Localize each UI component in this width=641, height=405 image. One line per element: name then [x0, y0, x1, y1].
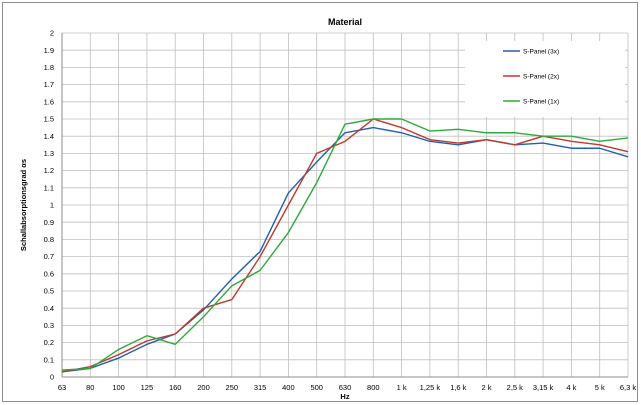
legend-box [465, 41, 625, 117]
x-tick-label: 2,5 k [507, 383, 524, 392]
y-axis-label: Schallabsorptionsgrad αs [19, 159, 28, 251]
x-tick-label: 63 [58, 383, 66, 392]
x-tick-label: 1 k [397, 383, 407, 392]
series-lines [61, 118, 629, 373]
y-tick-label: 0.2 [44, 338, 54, 347]
y-tick-label: 1.1 [44, 183, 54, 192]
legend-label-2: S-Panel (2x) [523, 73, 559, 80]
y-tick-label: 0.3 [44, 321, 54, 330]
x-tick-labels: 63 80 100 125 160 200 250 315 400 500 630 800 1 k 1,2… [58, 383, 637, 392]
legend-label-3: S-Panel (1x) [523, 98, 559, 105]
x-tick-label: 200 [197, 383, 210, 392]
y-tick-label: 0 [50, 373, 54, 382]
y-tick-label: 1.3 [44, 149, 54, 158]
x-tick-label: 250 [226, 383, 239, 392]
x-tick-label: 160 [169, 383, 182, 392]
x-tick-label: 125 [141, 383, 154, 392]
x-tick-label: 315 [254, 383, 267, 392]
y-tick-label: 1.7 [44, 80, 54, 89]
y-tick-label: 1.4 [44, 132, 54, 141]
y-tick-label: 1.9 [44, 46, 54, 55]
y-tick-label: 1.6 [44, 97, 54, 106]
chart-frame: 0 0.1 0.2 0.3 0.4 0.5 0.6 0.7 0.8 0.9 1 1.1 1.2 1.3 1.… [2, 2, 638, 402]
x-axis-label: Hz [340, 392, 349, 401]
y-tick-labels: 0 0.1 0.2 0.3 0.4 0.5 0.6 0.7 0.8 0.9 1 1.1 1.2 1.3 1.… [44, 29, 54, 382]
x-tick-label: 1,25 k [420, 383, 441, 392]
y-tick-label: 0.6 [44, 269, 54, 278]
y-tick-label: 1.8 [44, 63, 54, 72]
axes [61, 33, 628, 378]
chart-title: Material [328, 17, 362, 27]
x-tick-label: 3,15 k [533, 383, 554, 392]
y-tick-label: 0.7 [44, 252, 54, 261]
y-tick-label: 0.8 [44, 235, 54, 244]
line-chart: 0 0.1 0.2 0.3 0.4 0.5 0.6 0.7 0.8 0.9 1 1.1 1.2 1.3 1.… [19, 17, 637, 401]
x-tick-label: 500 [310, 383, 323, 392]
y-tick-label: 1.5 [44, 115, 54, 124]
y-tick-label: 1 [50, 201, 54, 210]
y-tick-label: 0.4 [44, 304, 54, 313]
x-tick-label: 6,3 k [620, 383, 637, 392]
x-tick-label: 5 k [595, 383, 605, 392]
x-tick-label: 400 [282, 383, 295, 392]
x-tick-label: 2 k [481, 383, 491, 392]
legend: S-Panel (3x) S-Panel (2x) S-Panel (1x) [465, 41, 625, 117]
y-tick-label: 1.2 [44, 166, 54, 175]
x-tick-label: 630 [339, 383, 352, 392]
series-line-3 [61, 118, 629, 371]
x-tick-label: 800 [367, 383, 380, 392]
grid [61, 32, 629, 378]
x-tick-label: 1,6 k [450, 383, 467, 392]
y-tick-label: 0.9 [44, 218, 54, 227]
y-tick-label: 0.5 [44, 287, 54, 296]
y-tick-label: 0.1 [44, 355, 54, 364]
y-tick-label: 2 [50, 29, 54, 38]
x-tick-label: 80 [86, 383, 94, 392]
series-line-1 [61, 126, 629, 373]
x-tick-label: 4 k [566, 383, 576, 392]
legend-label-1: S-Panel (3x) [523, 48, 559, 55]
x-tick-label: 100 [112, 383, 125, 392]
